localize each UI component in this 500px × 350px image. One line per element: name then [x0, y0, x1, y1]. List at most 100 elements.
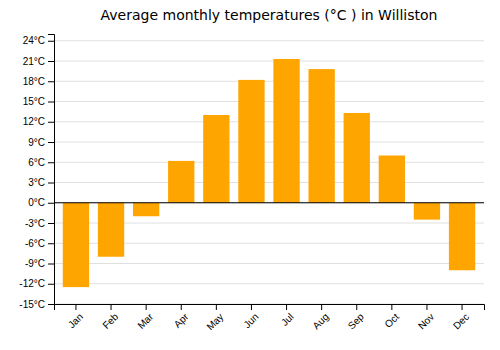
- bar: [449, 203, 475, 271]
- plot: -15°C -12°C -9°C -6°C -3°C 0°C 3°C 6°C 9°C 12°C 15…: [19, 35, 484, 333]
- y-tick-label: 21°C: [23, 56, 45, 67]
- x-tick-mark: [181, 304, 182, 310]
- y-tick-label: -9°C: [25, 258, 45, 269]
- x-tick-label: Dec: [451, 311, 471, 331]
- grid-line: [54, 202, 484, 203]
- x-tick-label: May: [204, 311, 225, 332]
- y-tick-label: 12°C: [23, 116, 45, 127]
- y-tick: 24°C: [23, 35, 54, 46]
- grid-line: [54, 40, 484, 41]
- x-tick: Jun: [241, 304, 260, 330]
- x-tick-label: Apr: [172, 311, 191, 330]
- x-tick: Apr: [172, 304, 191, 330]
- x-tick: Dec: [451, 304, 471, 331]
- bars: [63, 59, 475, 287]
- x-tick-label: Nov: [416, 311, 436, 331]
- bar: [168, 161, 194, 203]
- grid-line: [54, 182, 484, 183]
- x-tick: Sep: [346, 304, 367, 331]
- bar: [98, 203, 124, 257]
- x-axis-line: [55, 305, 485, 311]
- bar: [344, 113, 370, 203]
- bar: [379, 156, 405, 203]
- grid-line: [54, 162, 484, 163]
- x-tick-mark: [426, 304, 427, 310]
- x-tick-mark: [251, 304, 252, 310]
- y-tick: 9°C: [28, 137, 54, 148]
- grid-line: [54, 283, 484, 284]
- chart: -15°C -12°C -9°C -6°C -3°C 0°C 3°C 6°C 9°C 12°C 15…: [0, 0, 500, 350]
- y-tick-mark: [48, 102, 54, 103]
- bar: [63, 203, 89, 287]
- y-tick: 21°C: [23, 56, 54, 67]
- x-tick: Nov: [416, 304, 436, 331]
- grid-line: [54, 263, 484, 264]
- grid: [54, 41, 484, 304]
- grid-line: [54, 142, 484, 143]
- x-tick: Aug: [310, 304, 330, 331]
- y-tick: 3°C: [28, 177, 54, 188]
- title: Average monthly temperatures (°C ) in Wi…: [101, 7, 438, 23]
- grid-line: [54, 81, 484, 82]
- bar: [308, 69, 334, 203]
- y-tick-label: 6°C: [28, 157, 45, 168]
- x-tick-mark: [146, 304, 147, 310]
- x-tick-mark: [391, 304, 392, 310]
- x-tick-mark: [321, 304, 322, 310]
- y-tick-mark: [48, 284, 54, 285]
- bar: [414, 203, 440, 220]
- x-axis: JanFebMarAprMayJunJulAugSepOctNovDec: [55, 304, 485, 332]
- y-tick: 15°C: [23, 96, 54, 107]
- x-tick-mark: [356, 304, 357, 310]
- x-tick-label: Oct: [382, 311, 401, 330]
- bar: [273, 59, 299, 203]
- x-tick-label: Aug: [310, 311, 330, 331]
- x-tick-label: Jan: [66, 311, 85, 330]
- y-tick: -12°C: [19, 278, 54, 289]
- y-tick-mark: [48, 162, 54, 163]
- y-tick-label: 3°C: [28, 177, 45, 188]
- x-tick: May: [204, 304, 225, 332]
- y-tick-mark: [48, 243, 54, 244]
- y-tick: -9°C: [25, 258, 54, 269]
- y-tick-mark: [48, 203, 54, 204]
- grid-line: [54, 121, 484, 122]
- y-tick-label: 24°C: [23, 35, 45, 46]
- grid-line: [54, 101, 484, 102]
- y-tick: 12°C: [23, 116, 54, 127]
- y-tick-label: 0°C: [28, 197, 45, 208]
- y-tick-mark: [48, 41, 54, 42]
- y-axis: -15°C -12°C -9°C -6°C -3°C 0°C 3°C 6°C 9°C 12°C 15…: [19, 35, 54, 310]
- y-tick-mark: [48, 183, 54, 184]
- grid-line: [54, 61, 484, 62]
- y-tick-mark: [48, 122, 54, 123]
- y-tick: -15°C: [19, 299, 54, 310]
- bar: [238, 80, 264, 203]
- y-tick-label: -12°C: [19, 278, 45, 289]
- x-tick: Oct: [382, 304, 401, 330]
- x-tick-mark: [286, 304, 287, 310]
- y-tick-mark: [48, 223, 54, 224]
- y-tick: -6°C: [25, 238, 54, 249]
- x-tick-label: Sep: [346, 311, 367, 332]
- x-tick: Jan: [66, 304, 85, 330]
- y-tick: 18°C: [23, 76, 54, 87]
- x-tick-mark: [111, 304, 112, 310]
- bar: [203, 115, 229, 203]
- y-tick-mark: [48, 61, 54, 62]
- y-tick-label: 9°C: [28, 137, 45, 148]
- y-tick-mark: [48, 81, 54, 82]
- y-tick: -3°C: [25, 218, 54, 229]
- x-tick-mark: [216, 304, 217, 310]
- x-tick-label: Feb: [100, 311, 120, 331]
- y-tick-label: 15°C: [23, 96, 45, 107]
- y-tick-mark: [48, 142, 54, 143]
- y-tick-label: -6°C: [25, 238, 45, 249]
- y-tick-label: -15°C: [19, 299, 45, 310]
- y-tick: 6°C: [28, 157, 54, 168]
- x-tick-mark: [75, 304, 76, 310]
- y-tick-label: -3°C: [25, 218, 45, 229]
- bar: [133, 203, 159, 217]
- x-tick-label: Jun: [241, 311, 260, 330]
- x-tick-mark: [462, 304, 463, 310]
